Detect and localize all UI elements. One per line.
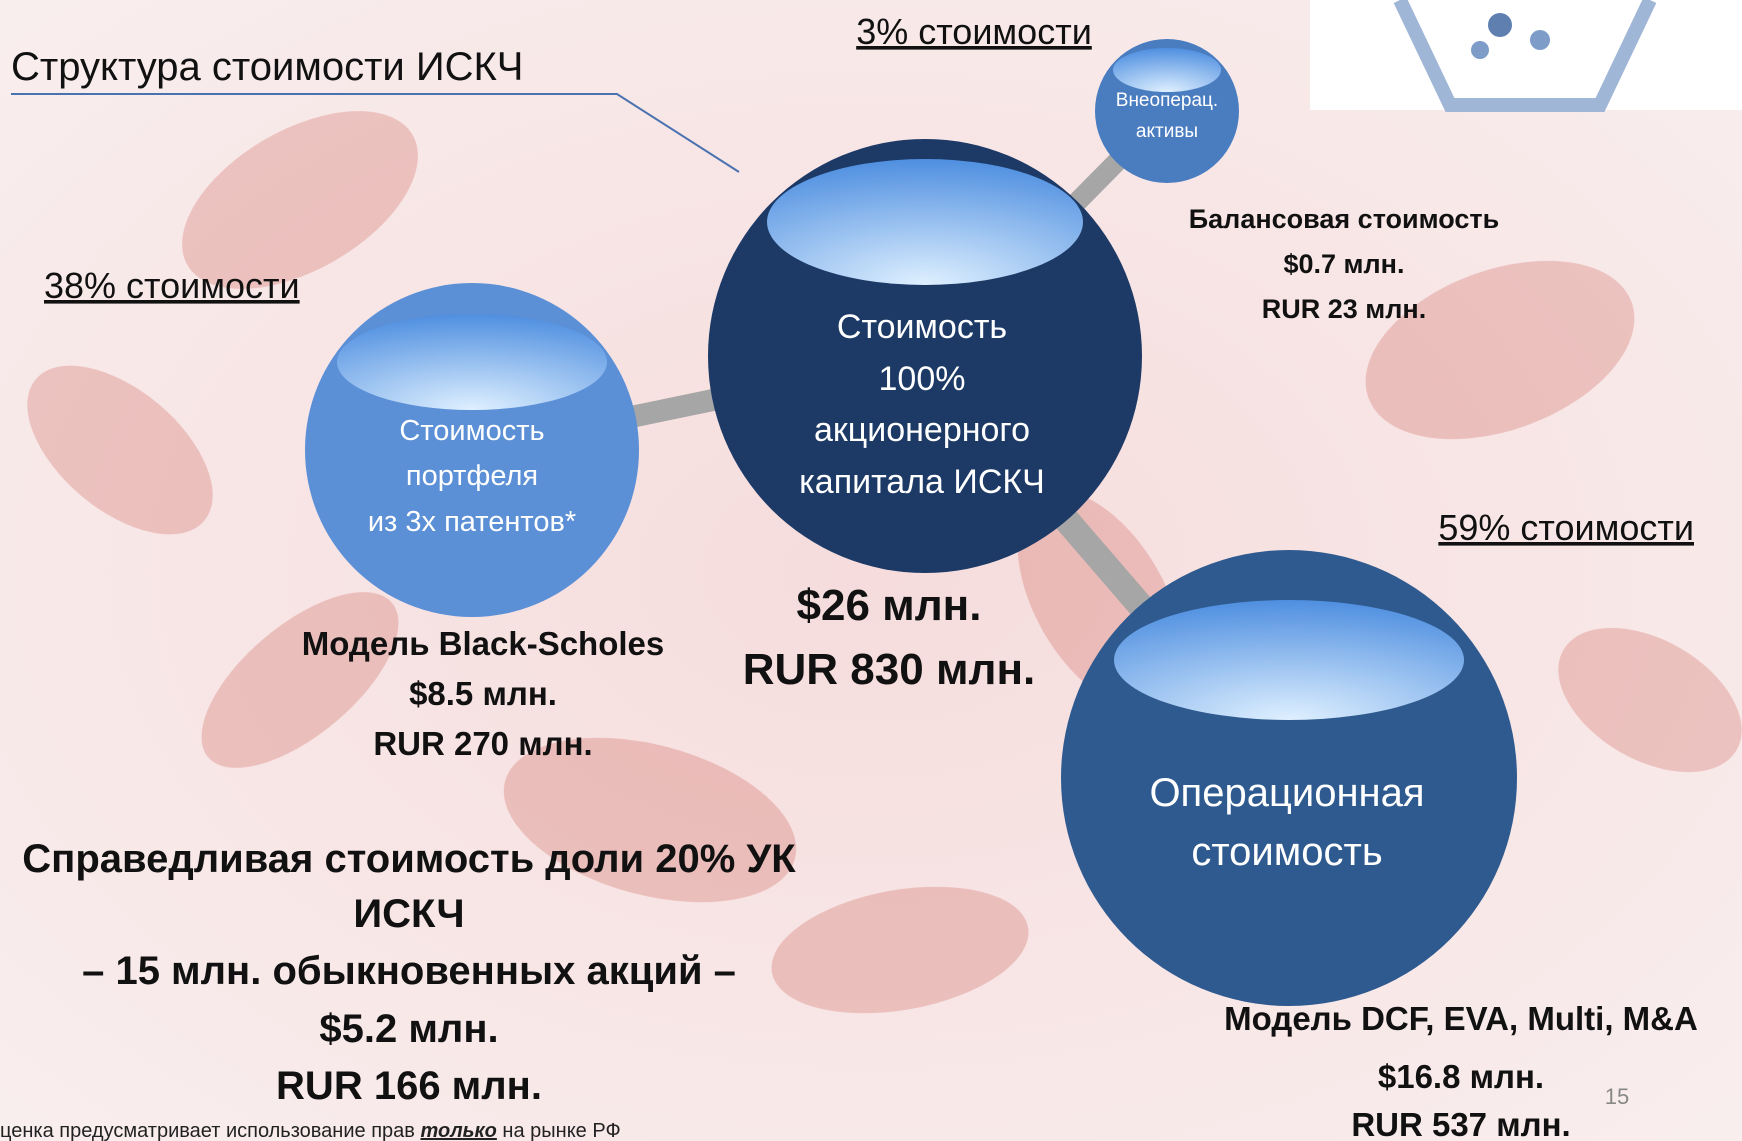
node-label: Операционная [1149, 771, 1424, 815]
footnote: ценка предусматривает использование прав… [0, 1120, 621, 1141]
share-label: 3% стоимости [856, 11, 1092, 52]
node-label: Внеоперац. [1116, 90, 1218, 111]
node-details: RUR 23 млн. [1262, 294, 1426, 324]
logo [1310, 0, 1742, 110]
node-label: Стоимость [399, 415, 544, 447]
slide: Структура стоимости ИСКЧ 3% стоимости Вн… [0, 0, 1742, 1141]
node-label: стоимость [1191, 830, 1382, 874]
node-details: Балансовая стоимость [1189, 204, 1500, 234]
node-label: активы [1136, 121, 1198, 142]
node-details: $0.7 млн. [1284, 249, 1405, 279]
node-details: $16.8 млн. [1378, 1058, 1544, 1095]
node-label: Стоимость [837, 308, 1007, 346]
page-number: 15 [1605, 1084, 1629, 1109]
node-details: Модель Black-Scholes [302, 625, 665, 662]
node-details: Модель DCF, EVA, Multi, M&A [1224, 1000, 1698, 1037]
summary: RUR 166 млн. [276, 1064, 542, 1108]
footnote-text: ценка предусматривает использование прав [0, 1120, 420, 1141]
title: Структура стоимости ИСКЧ [11, 45, 523, 89]
node-details: $26 млн. [797, 581, 982, 630]
node-label: 100% [879, 360, 966, 398]
node-label: капитала ИСКЧ [799, 463, 1045, 501]
node-label: акционерного [814, 411, 1030, 449]
node-details: RUR 270 млн. [373, 725, 592, 762]
footnote-text: на рынке РФ [497, 1120, 621, 1141]
node-details: RUR 537 млн. [1351, 1106, 1570, 1141]
summary: $5.2 млн. [319, 1007, 498, 1051]
share-label: 38% стоимости [44, 265, 300, 306]
summary: – 15 млн. обыкновенных акций – [82, 949, 736, 993]
footnote-emphasis: только [420, 1120, 496, 1141]
node-label: из 3х патентов* [368, 506, 576, 538]
node-details: $8.5 млн. [409, 675, 557, 712]
share-label: 59% стоимости [1438, 507, 1694, 548]
node-label: портфеля [406, 460, 538, 492]
summary: Справедливая стоимость доли 20% УК [22, 837, 796, 881]
node-details: RUR 830 млн. [743, 645, 1036, 694]
summary: ИСКЧ [353, 892, 464, 936]
